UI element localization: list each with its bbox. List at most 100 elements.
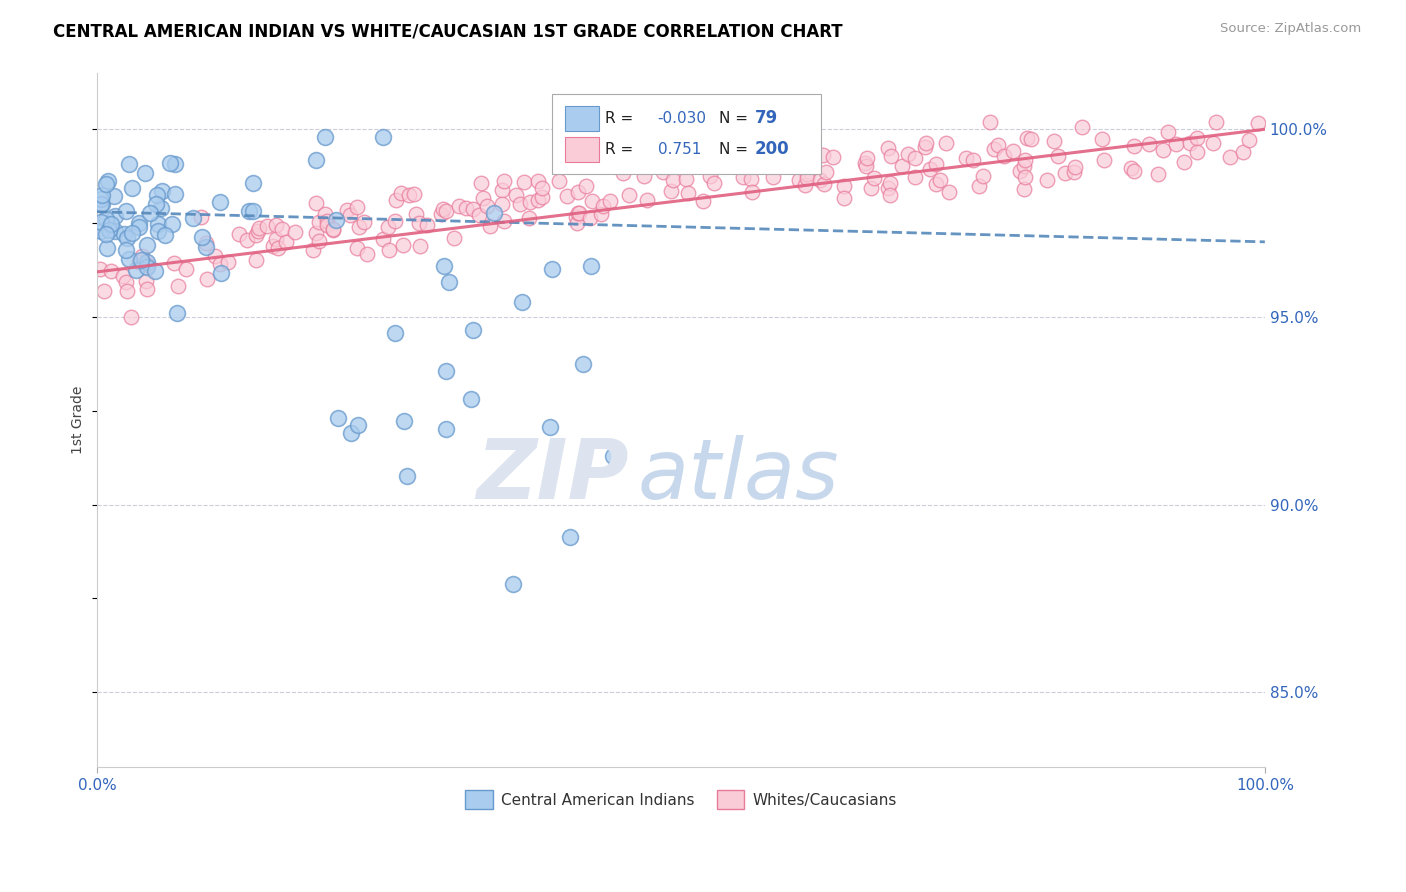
Point xyxy=(115,284,138,298)
Point xyxy=(929,172,952,186)
Text: 200: 200 xyxy=(755,140,789,159)
Point xyxy=(796,170,818,185)
Point xyxy=(326,411,349,425)
Point xyxy=(471,191,494,205)
Point xyxy=(568,205,591,219)
Point xyxy=(146,187,169,202)
Point xyxy=(1046,149,1069,163)
Point xyxy=(1043,135,1066,149)
Point xyxy=(935,136,957,150)
Point xyxy=(567,185,589,199)
Point xyxy=(675,172,697,186)
Point xyxy=(589,207,612,221)
Y-axis label: 1st Grade: 1st Grade xyxy=(72,386,86,454)
Point xyxy=(517,211,540,225)
Point xyxy=(747,159,769,173)
Point xyxy=(636,193,658,207)
Point xyxy=(740,171,762,186)
Point xyxy=(914,140,936,154)
Point xyxy=(492,174,515,188)
Point xyxy=(1123,139,1146,153)
Point xyxy=(93,285,115,299)
Point xyxy=(1091,132,1114,146)
Point xyxy=(121,226,143,240)
Point xyxy=(463,323,485,337)
Point xyxy=(136,259,159,273)
Point xyxy=(484,206,506,220)
Point xyxy=(155,228,177,243)
Point xyxy=(336,203,359,218)
Text: 0.751: 0.751 xyxy=(658,142,702,157)
Point xyxy=(135,255,157,269)
Point xyxy=(519,194,541,209)
Point xyxy=(1053,166,1076,180)
Point xyxy=(897,146,920,161)
Point xyxy=(347,220,370,235)
Point xyxy=(548,174,571,188)
Point xyxy=(699,169,721,183)
Point xyxy=(512,294,534,309)
Point xyxy=(134,166,156,180)
Point xyxy=(245,227,267,242)
Point xyxy=(592,199,614,213)
Point xyxy=(340,426,363,441)
Text: R =: R = xyxy=(605,111,638,126)
Point xyxy=(558,530,581,544)
Point xyxy=(90,224,112,238)
Point xyxy=(408,216,430,230)
Point xyxy=(392,238,415,252)
Point xyxy=(90,188,112,202)
Point xyxy=(676,186,699,200)
Point xyxy=(1152,143,1174,157)
Point xyxy=(301,244,323,258)
Point xyxy=(346,241,368,255)
Text: -0.030: -0.030 xyxy=(658,111,707,126)
Point xyxy=(979,115,1001,129)
Point xyxy=(993,149,1015,163)
Point xyxy=(191,229,214,244)
Point xyxy=(633,169,655,183)
Point xyxy=(1137,137,1160,152)
Point xyxy=(456,201,478,215)
Point xyxy=(305,226,328,240)
Point xyxy=(1019,132,1042,146)
Point xyxy=(247,220,270,235)
Point xyxy=(89,261,111,276)
Point xyxy=(530,190,553,204)
Point xyxy=(470,177,492,191)
Point xyxy=(1036,173,1059,187)
Point xyxy=(1185,131,1208,145)
Point xyxy=(120,310,142,324)
Point xyxy=(731,170,754,185)
Point xyxy=(612,166,634,180)
Point xyxy=(787,173,810,187)
Point xyxy=(578,211,600,225)
Point xyxy=(509,197,531,211)
Point xyxy=(762,169,785,184)
Point xyxy=(855,159,877,173)
Point xyxy=(267,241,290,255)
Point xyxy=(1012,159,1035,173)
Point xyxy=(581,194,603,209)
Point xyxy=(100,218,122,232)
Point xyxy=(356,246,378,260)
Point xyxy=(195,235,218,250)
Point xyxy=(284,225,307,239)
Point xyxy=(114,243,136,257)
Point xyxy=(271,222,294,236)
Text: CENTRAL AMERICAN INDIAN VS WHITE/CAUCASIAN 1ST GRADE CORRELATION CHART: CENTRAL AMERICAN INDIAN VS WHITE/CAUCASI… xyxy=(53,22,844,40)
Point xyxy=(398,188,420,202)
Point xyxy=(741,185,763,199)
Point xyxy=(1121,161,1143,175)
Point xyxy=(1157,125,1180,139)
Point xyxy=(128,216,150,230)
Point xyxy=(920,161,942,176)
Point xyxy=(925,157,948,171)
Point xyxy=(565,210,588,224)
Point xyxy=(879,177,901,191)
Point xyxy=(640,160,662,174)
Point xyxy=(90,197,112,211)
Point xyxy=(245,253,267,268)
Point xyxy=(832,179,855,194)
Point xyxy=(308,234,330,248)
